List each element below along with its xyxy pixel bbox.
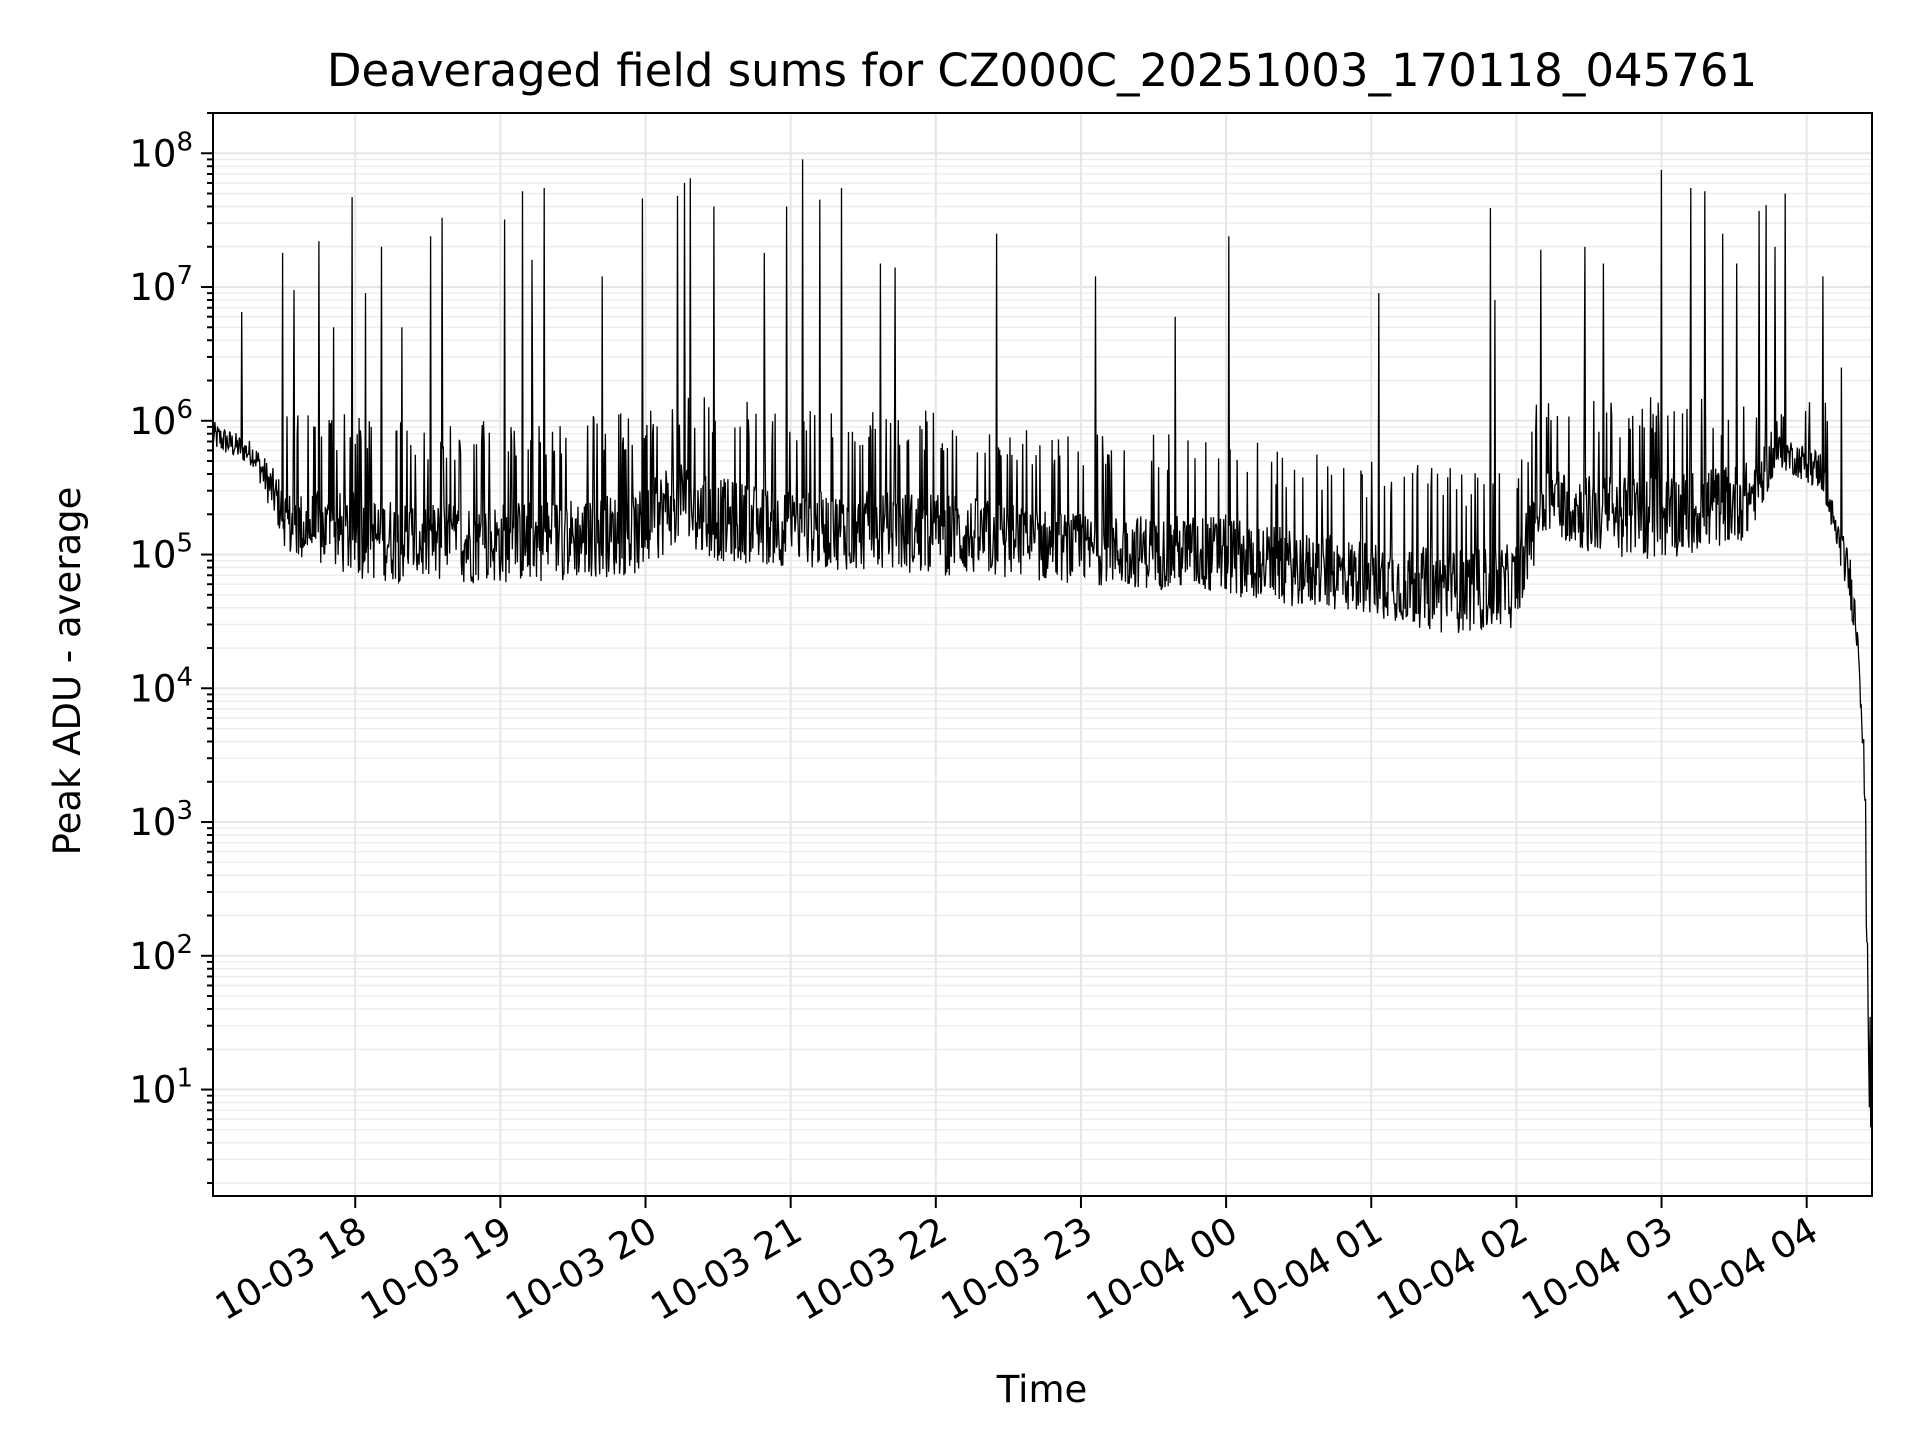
x-axis-label: Time <box>996 1368 1088 1411</box>
y-tick-label: 108 <box>129 127 193 175</box>
series-layer <box>212 159 1873 1146</box>
plot-frame <box>212 112 1873 1197</box>
y-tick-label: 104 <box>129 662 193 710</box>
ticks <box>201 112 1808 1208</box>
series-line <box>212 159 1873 1146</box>
grid <box>213 112 1872 1196</box>
y-axis-label: Peak ADU - average <box>46 487 89 856</box>
chart-title: Deaveraged field sums for CZ000C_2025100… <box>327 44 1757 97</box>
y-tick-label: 101 <box>129 1064 193 1112</box>
y-tick-label: 106 <box>129 395 193 443</box>
y-tick-label: 102 <box>129 930 193 978</box>
y-tick-label: 107 <box>129 261 193 309</box>
y-tick-label: 105 <box>129 529 193 577</box>
y-tick-label: 103 <box>129 796 193 844</box>
